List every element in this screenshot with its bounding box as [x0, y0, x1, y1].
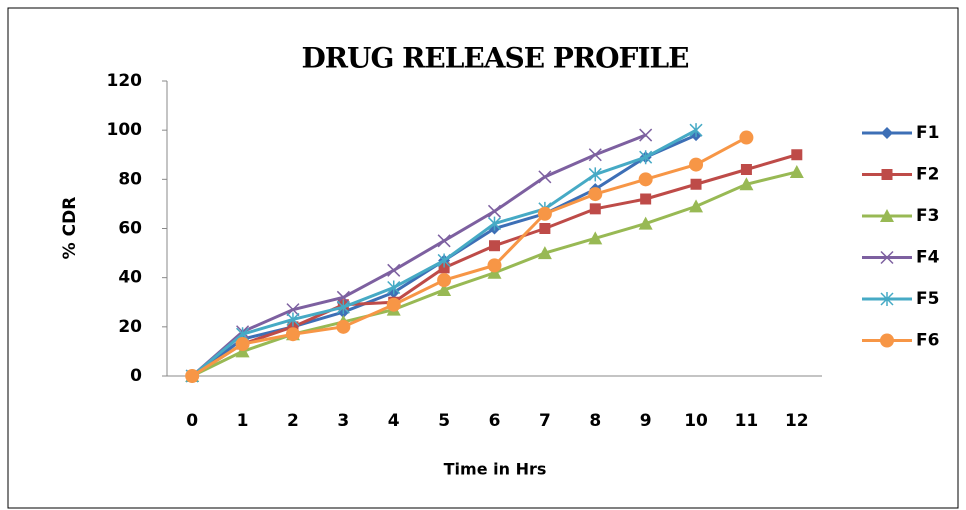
data-point	[386, 297, 401, 312]
data-point	[588, 148, 602, 162]
x-axis-label: Time in Hrs	[444, 460, 547, 479]
data-point	[437, 234, 451, 248]
x-tick-label: 10	[684, 411, 708, 431]
y-axis-label: % CDR	[60, 197, 80, 260]
y-tick-label: 60	[118, 219, 142, 239]
chart-border	[7, 7, 959, 509]
data-point	[438, 262, 450, 274]
x-tick-label: 3	[337, 411, 349, 431]
series-line	[191, 133, 647, 378]
data-point	[437, 273, 452, 288]
x-tick-label: 4	[388, 411, 400, 431]
data-point	[287, 321, 299, 333]
legend-label: F1	[916, 123, 939, 143]
data-point	[791, 149, 803, 161]
series-line	[191, 136, 748, 378]
data-point	[739, 177, 754, 191]
data-point	[689, 199, 704, 213]
y-tick-label: 0	[130, 366, 142, 386]
x-tick-label: 8	[589, 411, 601, 431]
y-tick-label: 80	[118, 169, 142, 189]
data-point	[387, 263, 401, 277]
data-point	[739, 130, 754, 145]
legend-label: F2	[916, 165, 939, 185]
legend-item: F3	[862, 206, 939, 226]
x-tick-label: 7	[539, 411, 551, 431]
x-tick-label: 12	[785, 411, 809, 431]
x-tick-label: 6	[489, 411, 501, 431]
legend-label: F5	[916, 289, 939, 309]
data-point	[538, 170, 552, 184]
legend-marker	[880, 209, 894, 222]
data-point	[640, 193, 652, 205]
data-point	[487, 204, 502, 218]
data-point	[638, 172, 653, 187]
x-tick-label: 0	[186, 411, 198, 431]
data-point	[639, 128, 653, 142]
data-point	[537, 246, 552, 260]
data-point	[537, 206, 552, 221]
data-point	[589, 203, 601, 215]
data-point	[689, 123, 703, 138]
data-point	[286, 312, 300, 327]
data-point	[336, 290, 350, 304]
legend-label: F3	[916, 206, 939, 226]
x-tick-label: 5	[438, 411, 450, 431]
data-point	[588, 231, 603, 245]
data-point	[185, 369, 200, 383]
legend-marker	[881, 127, 893, 139]
legend-label: F6	[916, 331, 939, 351]
data-point	[487, 258, 502, 273]
data-point	[588, 187, 603, 202]
legend-marker	[880, 250, 894, 265]
x-tick-label: 2	[287, 411, 299, 431]
y-tick-label: 40	[118, 268, 142, 288]
series	[185, 130, 754, 383]
chart-title: DRUG RELEASE PROFILE	[301, 42, 688, 75]
data-point	[437, 253, 451, 268]
data-point	[639, 150, 653, 165]
legend-item: F1	[862, 123, 939, 143]
data-point	[740, 164, 752, 175]
x-tick-label: 9	[640, 411, 652, 431]
legend-item: F5	[862, 289, 939, 309]
y-tick-label: 100	[107, 120, 143, 140]
legend-marker	[880, 333, 894, 348]
legend-item: F2	[862, 165, 939, 185]
x-tick-label: 1	[237, 411, 249, 431]
legend-item: F4	[862, 248, 940, 268]
data-point	[387, 280, 401, 295]
data-point	[789, 164, 804, 178]
data-point	[638, 216, 653, 230]
data-point	[690, 178, 702, 190]
data-point	[336, 300, 350, 315]
y-tick-label: 20	[118, 317, 142, 337]
data-point	[487, 216, 502, 231]
x-tick-label: 11	[735, 411, 759, 431]
y-tick-label: 120	[107, 71, 143, 91]
legend-marker	[880, 292, 894, 306]
data-point	[539, 223, 551, 234]
data-point	[689, 157, 704, 172]
data-point	[286, 303, 300, 317]
data-point	[235, 337, 250, 352]
legend-marker	[881, 169, 893, 180]
data-point	[285, 327, 300, 342]
data-point	[336, 319, 351, 334]
legend-label: F4	[916, 248, 940, 268]
data-point	[588, 167, 602, 182]
data-point	[489, 240, 500, 252]
legend-item: F6	[862, 331, 939, 351]
data-point	[437, 282, 452, 296]
